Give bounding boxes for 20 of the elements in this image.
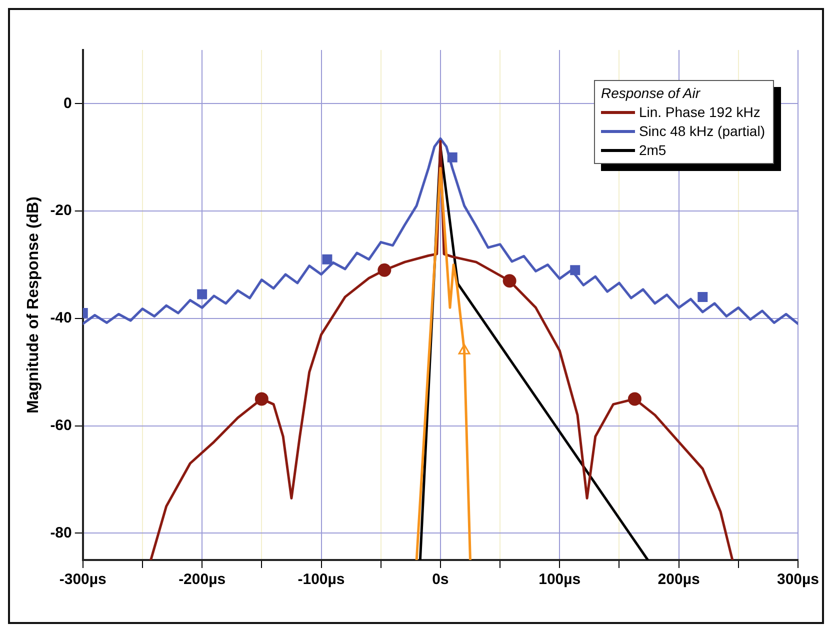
- y-tick-label: -20: [50, 202, 72, 220]
- point: [197, 289, 208, 300]
- x-tick-label: 0s: [432, 571, 449, 588]
- legend-label: Lin. Phase 192 kHz: [638, 103, 760, 122]
- legend-label: 2m5: [638, 141, 666, 160]
- y-tick-label: -60: [50, 416, 72, 434]
- y-tick-label: 0: [64, 94, 72, 112]
- y-tick-label: -80: [50, 524, 72, 542]
- y-axis-title: Magnitude of Response (dB): [25, 196, 42, 414]
- point: [322, 254, 332, 264]
- point: [698, 292, 708, 302]
- legend-label: Sinc 48 kHz (partial): [638, 122, 765, 141]
- x-tick-label: -300µs: [59, 571, 106, 588]
- x-tick-label: -200µs: [178, 571, 226, 588]
- x-tick-label: -100µs: [298, 571, 345, 588]
- x-tick-label: 300µs: [776, 571, 819, 588]
- x-tick-label: 200µs: [658, 571, 700, 588]
- x-tick-label: 100µs: [538, 571, 581, 588]
- legend-title: Response of Air: [600, 84, 702, 103]
- y-tick-label: -40: [50, 310, 72, 327]
